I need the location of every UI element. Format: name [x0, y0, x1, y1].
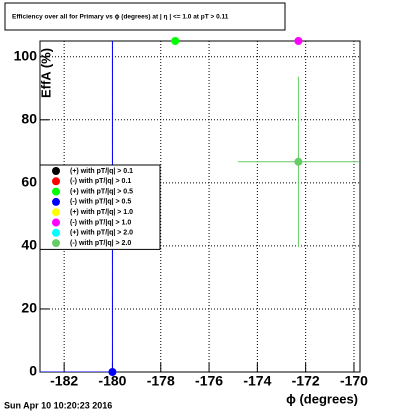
point — [294, 37, 303, 45]
legend-marker — [52, 218, 60, 227]
x-axis-label: ϕ (degrees) — [286, 391, 358, 406]
legend-label: (+) with pT/|q| > 0.1 — [70, 168, 133, 175]
point — [294, 157, 303, 166]
legend-marker — [52, 177, 60, 186]
legend-label: (-) with pT/|q| > 0.5 — [70, 199, 131, 206]
point — [171, 37, 180, 45]
title-box — [4, 2, 286, 31]
legend-marker — [52, 197, 60, 206]
legend-marker — [52, 228, 60, 237]
legend-marker — [52, 167, 60, 175]
y-tick-label: 100 — [14, 47, 38, 63]
x-tick-label: -172 — [292, 373, 320, 389]
x-tick-label: -180 — [98, 373, 126, 389]
legend-label: (-) with pT/|q| > 1.0 — [70, 219, 131, 226]
legend-marker — [52, 208, 60, 217]
x-tick-label: -182 — [50, 373, 78, 389]
x-tick-label: -176 — [195, 373, 223, 389]
y-tick-label: 20 — [21, 300, 37, 316]
legend-box — [39, 164, 161, 250]
y-tick-label: 80 — [21, 111, 37, 127]
legend-label: (+) with pT/|q| > 2.0 — [70, 230, 133, 237]
y-tick-label: 0 — [29, 363, 37, 379]
chart-title: Efficiency over all for Primary vs ϕ (de… — [12, 14, 229, 21]
x-tick-label: -178 — [147, 373, 175, 389]
footer: Sun Apr 10 10:20:23 2016 — [4, 400, 112, 410]
y-axis-label: EffA (%) — [38, 48, 53, 98]
point — [108, 368, 117, 376]
legend-label: (-) with pT/|q| > 0.1 — [70, 178, 131, 185]
x-tick-label: -174 — [243, 373, 271, 389]
x-tick-label: -170 — [340, 373, 368, 389]
legend-label: (+) with pT/|q| > 1.0 — [70, 209, 133, 216]
legend-label: (-) with pT/|q| > 2.0 — [70, 240, 131, 247]
y-tick-label: 40 — [21, 237, 37, 253]
legend-marker — [52, 187, 60, 196]
legend-marker — [52, 239, 60, 248]
legend-label: (+) with pT/|q| > 0.5 — [70, 188, 133, 195]
y-tick-label: 60 — [21, 174, 37, 190]
